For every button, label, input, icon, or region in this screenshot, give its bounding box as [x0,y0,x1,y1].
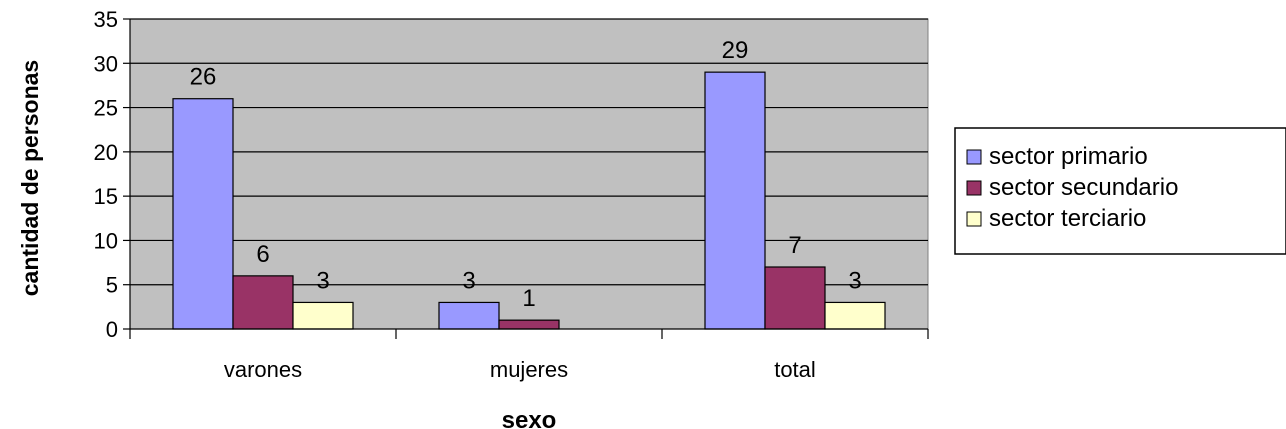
data-label: 29 [722,37,749,64]
data-label: 26 [190,64,217,91]
x-tick-label: mujeres [490,357,568,382]
legend: sector primario sector secundario sector t… [954,127,1286,255]
bar [172,98,234,330]
axes: 0 5 10 15 20 25 30 35 varones mujeres total [94,7,929,382]
legend-box [954,127,1286,255]
legend-entry: sector secundario [989,174,1178,201]
y-tick-label: 20 [94,140,118,165]
legend-entry: sector terciario [989,205,1146,232]
legend-swatch [966,149,982,165]
x-axis-title: sexo [502,407,557,429]
y-tick-label: 5 [106,273,118,298]
y-tick-label: 10 [94,228,118,253]
x-tick-label: varones [224,357,302,382]
legend-swatch [966,211,982,227]
bar [232,275,294,330]
legend-entry: sector primario [989,143,1148,170]
legend-swatch [966,180,982,196]
y-tick-label: 35 [94,7,118,32]
bar [704,71,766,330]
data-label: 3 [848,267,861,294]
bars [172,71,886,330]
bar [824,301,886,330]
data-labels: 26 3 29 6 1 7 3 3 [190,37,862,312]
data-label: 6 [256,241,269,268]
y-tick-label: 25 [94,96,118,121]
data-label: 3 [462,267,475,294]
y-tick-label: 30 [94,51,118,76]
data-label: 3 [316,267,329,294]
bar [292,301,354,330]
bar [498,319,560,330]
x-tick-label: total [774,357,816,382]
y-tick-label: 15 [94,184,118,209]
y-tick-label: 0 [106,317,118,342]
data-label: 1 [522,285,535,312]
bar [764,266,826,330]
y-axis-title: cantidad de personas [17,60,43,296]
bar [438,301,500,330]
data-label: 7 [788,232,801,259]
